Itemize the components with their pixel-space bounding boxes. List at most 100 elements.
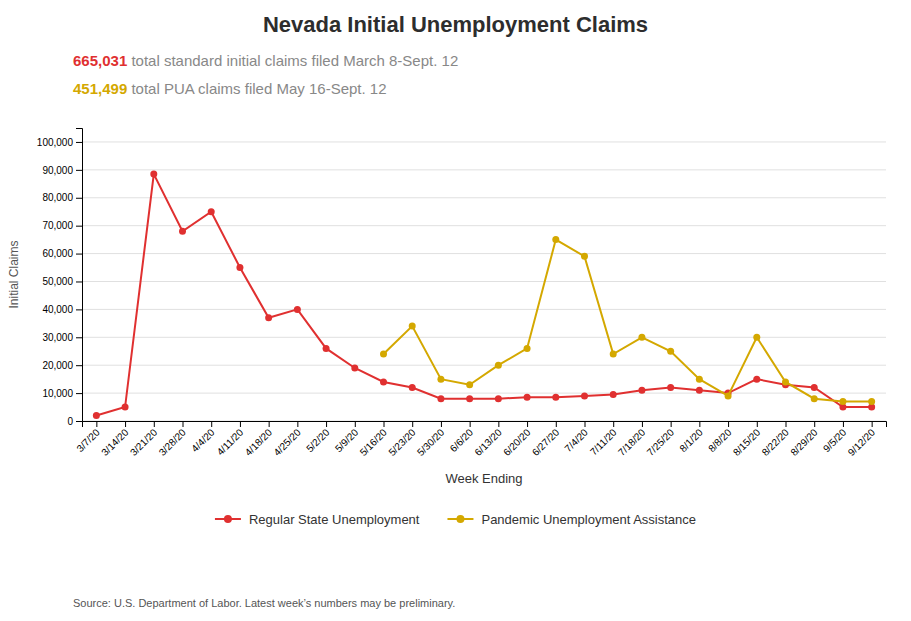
tick: 3/7/20 [74,421,102,454]
point [552,236,559,243]
tick: 5/9/20 [333,421,361,454]
legend-label: Pandemic Unemployment Assistance [481,512,696,527]
tick-label: 0 [67,416,73,427]
tick: 8/29/20 [788,421,820,458]
tick: 4/18/20 [243,421,275,458]
tick: 5/30/20 [415,421,447,458]
title: Nevada Initial Unemployment Claims [263,12,648,37]
tick-label: 3/14/20 [99,426,131,458]
point [179,228,186,235]
tick-mark [76,198,82,199]
point [782,378,789,385]
tick-mark [76,337,82,338]
point [581,392,588,399]
tick-label: 6/6/20 [448,426,476,454]
point [150,171,157,178]
tick-mark [76,421,82,422]
tick-mark [412,421,413,427]
tick-label: 4/25/20 [271,426,303,458]
point [839,398,846,405]
subtitle-text: total standard initial claims filed Marc… [127,52,458,69]
tick-mark [757,421,758,427]
tick: 4/4/20 [189,421,217,454]
grid-line [82,225,886,226]
tick: 9/5/20 [821,421,849,454]
chart-container: Nevada Initial Unemployment Claims 665,03… [0,0,911,621]
tick-label: 8/15/20 [731,426,763,458]
point [811,384,818,391]
tick-label: 6/13/20 [472,426,504,458]
tick-mark [76,309,82,310]
subtitle-number: 451,499 [73,80,127,97]
subtitle-number: 665,031 [73,52,127,69]
legend-label: Regular State Unemployment [249,512,420,527]
tick: 7/25/20 [645,421,677,458]
point [265,314,272,321]
tick: 100,000 [37,137,82,148]
tick-mark [125,421,126,427]
point [753,334,760,341]
y-axis: 010,00020,00030,00040,00050,00060,00070,… [37,129,83,427]
point [495,395,502,402]
tick: 3/21/20 [128,421,160,458]
tick-label: 7/11/20 [588,426,619,457]
tick-label: 9/5/20 [821,426,849,454]
point [581,253,588,260]
point [696,376,703,383]
point [409,323,416,330]
y-axis-title: Initial Claims [7,240,21,308]
tick: 5/2/20 [304,421,332,454]
axis-line [76,129,83,422]
tick-label: 8/1/20 [677,426,705,454]
tick-mark [240,421,241,427]
point [380,351,387,358]
tick-mark [269,421,270,427]
point [524,345,531,352]
point [208,208,215,215]
tick: 20,000 [42,360,82,371]
point [610,391,617,398]
tick: 7/18/20 [616,421,648,458]
tick-mark [76,281,82,282]
point [323,345,330,352]
tick: 80,000 [42,192,82,203]
point [437,376,444,383]
tick-label: 40,000 [42,304,73,315]
tick: 3/28/20 [157,421,189,458]
tick-mark [326,421,327,427]
point [351,364,358,371]
tick-mark [441,421,442,427]
tick-mark [355,421,356,427]
grid-line [82,197,886,198]
tick: 7/4/20 [563,421,591,454]
tick-mark [384,421,385,427]
grid-line [82,253,886,254]
tick: 8/1/20 [677,421,705,454]
tick-mark [211,421,212,427]
point [236,264,243,271]
tick-mark [527,421,528,427]
point [466,381,473,388]
tick: 5/16/20 [358,421,390,458]
tick: 8/15/20 [731,421,763,458]
tick-mark [814,421,815,427]
tick: 9/12/20 [846,421,878,458]
point [696,387,703,394]
tick-mark [498,421,499,427]
tick-mark [96,421,97,427]
tick-mark [556,421,557,427]
tick: 90,000 [42,165,82,176]
tick: 8/22/20 [760,421,792,458]
tick-mark [76,226,82,227]
tick-label: 6/20/20 [501,426,533,458]
tick-label: 4/11/20 [215,426,246,457]
point [868,398,875,405]
grid-line [82,309,886,310]
tick-mark [585,421,586,427]
tick: 8/8/20 [706,421,734,454]
tick-label: 5/16/20 [358,426,390,458]
tick: 50,000 [42,276,82,287]
legend-marker [456,515,464,523]
tick-label: 30,000 [42,332,73,343]
tick-mark [843,421,844,427]
